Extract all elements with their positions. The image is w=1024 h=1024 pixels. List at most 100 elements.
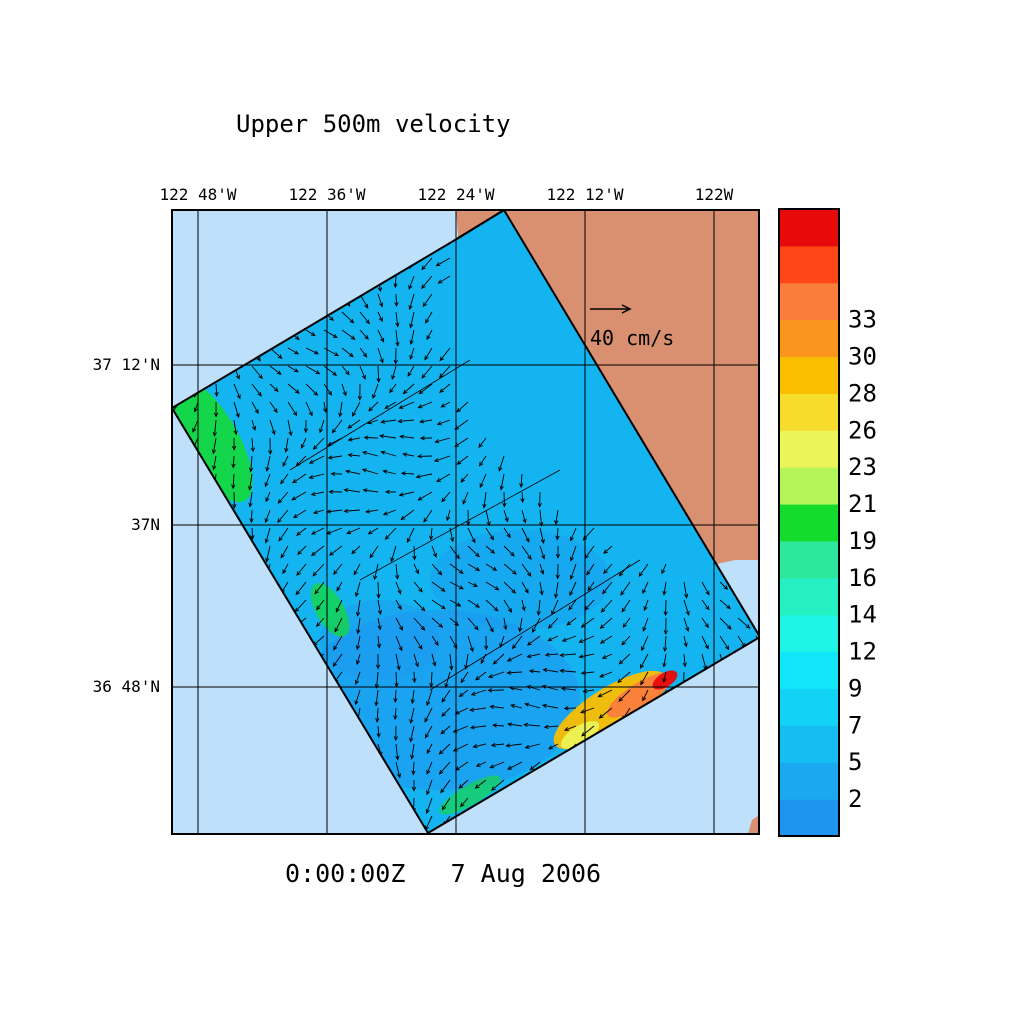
velocity-arrow-head xyxy=(426,701,431,707)
velocity-arrow xyxy=(355,689,361,705)
colorbar-tick-label: 19 xyxy=(848,527,877,555)
velocity-arrow-head xyxy=(705,605,710,611)
velocity-arrow xyxy=(400,435,415,439)
velocity-arrow-head xyxy=(379,434,385,439)
velocity-arrow xyxy=(269,365,282,375)
velocity-arrow xyxy=(251,401,259,414)
colorbar-frame xyxy=(778,208,840,837)
velocity-arrow-head xyxy=(351,549,356,555)
velocity-arrow xyxy=(431,563,442,576)
velocity-arrow-head xyxy=(723,585,729,590)
velocity-arrow-head xyxy=(378,317,383,323)
velocity-arrow-head xyxy=(384,489,390,495)
velocity-arrow xyxy=(232,473,235,489)
velocity-arrow-head xyxy=(469,647,474,653)
velocity-arrow xyxy=(233,419,237,435)
velocity-arrow xyxy=(560,653,577,656)
speed-patch xyxy=(560,721,600,749)
velocity-arrow xyxy=(476,761,487,767)
velocity-arrow-head xyxy=(490,549,496,554)
velocity-arrow xyxy=(580,707,595,713)
velocity-arrow-head xyxy=(566,621,572,626)
velocity-arrow xyxy=(485,599,499,612)
velocity-arrow xyxy=(413,581,423,593)
velocity-arrow-head xyxy=(377,625,382,631)
velocity-arrow-head xyxy=(380,419,386,424)
velocity-arrow xyxy=(251,437,254,452)
longitude-label: 122 36'W xyxy=(288,185,365,204)
velocity-arrow-head xyxy=(426,749,431,755)
velocity-arrow-head xyxy=(582,535,588,541)
velocity-arrow xyxy=(701,635,709,649)
velocity-arrow-head xyxy=(374,683,379,689)
velocity-arrow xyxy=(300,437,307,449)
velocity-arrow-head xyxy=(419,436,425,441)
velocity-arrow-head xyxy=(523,722,528,728)
velocity-arrow-head xyxy=(475,675,480,681)
velocity-arrow-head xyxy=(510,703,516,709)
velocity-arrow-head xyxy=(765,569,769,572)
velocity-arrow xyxy=(313,509,325,514)
velocity-arrow xyxy=(359,311,370,324)
velocity-arrow-head xyxy=(408,284,413,290)
velocity-arrow-head xyxy=(489,535,495,541)
velocity-arrow xyxy=(413,545,415,560)
velocity-arrow xyxy=(212,437,217,454)
land-fragment xyxy=(748,815,759,834)
velocity-arrow xyxy=(410,707,415,724)
velocity-arrow xyxy=(334,617,343,632)
velocity-arrow-head xyxy=(314,589,319,595)
colorbar xyxy=(778,208,840,837)
velocity-arrow-head xyxy=(294,335,300,341)
velocity-arrow xyxy=(394,689,397,703)
velocity-arrow xyxy=(368,527,379,535)
velocity-arrow xyxy=(449,617,459,626)
domain-inner-edge xyxy=(454,210,505,241)
velocity-arrow-head xyxy=(638,572,644,577)
velocity-arrow xyxy=(599,671,613,678)
velocity-arrow xyxy=(319,419,325,433)
velocity-arrow-head xyxy=(409,323,414,329)
colorbar-tick-labels: 2 5 7 9 12 14 16 19 21 23 26 28 30 33 xyxy=(848,306,877,813)
velocity-arrow-head xyxy=(166,297,170,300)
velocity-arrow xyxy=(426,743,433,754)
velocity-arrow xyxy=(398,419,415,422)
velocity-arrow-head xyxy=(642,589,647,595)
velocity-arrow xyxy=(395,635,403,651)
speed-patch xyxy=(439,775,501,815)
velocity-arrow xyxy=(377,617,381,630)
velocity-arrow-head xyxy=(331,428,337,434)
velocity-arrow-head xyxy=(164,276,168,279)
velocity-arrow xyxy=(395,329,399,346)
velocity-arrow-head xyxy=(446,516,451,522)
velocity-arrow xyxy=(355,581,361,597)
velocity-arrow xyxy=(282,563,289,574)
velocity-arrow xyxy=(441,401,451,408)
velocity-arrow-head xyxy=(553,593,559,599)
colorbar-swatch xyxy=(779,467,839,505)
velocity-arrow xyxy=(436,257,451,267)
velocity-arrow-head xyxy=(349,318,355,324)
velocity-arrow-head xyxy=(487,674,493,679)
velocity-arrow xyxy=(701,653,707,670)
velocity-arrow xyxy=(266,455,271,472)
velocity-arrow-head xyxy=(327,455,333,460)
velocity-arrow xyxy=(287,419,292,436)
velocity-arrow-head xyxy=(343,488,349,493)
velocity-arrow xyxy=(551,599,559,615)
velocity-arrow xyxy=(455,707,469,715)
velocity-arrow-head xyxy=(336,586,341,592)
velocity-arrow xyxy=(372,383,379,399)
velocity-arrow xyxy=(332,419,343,433)
velocity-arrow-head xyxy=(478,443,483,449)
velocity-arrow-head xyxy=(411,770,416,776)
velocity-arrow-head xyxy=(165,709,169,712)
velocity-arrow-head xyxy=(425,809,430,815)
velocity-arrow xyxy=(600,635,613,644)
reference-vector: 40 cm/s xyxy=(590,304,674,350)
velocity-arrow-head xyxy=(265,466,270,472)
velocity-arrow-head xyxy=(438,769,444,775)
velocity-arrow-head xyxy=(373,575,378,581)
velocity-arrow xyxy=(381,451,397,457)
velocity-arrow-head xyxy=(569,536,574,542)
